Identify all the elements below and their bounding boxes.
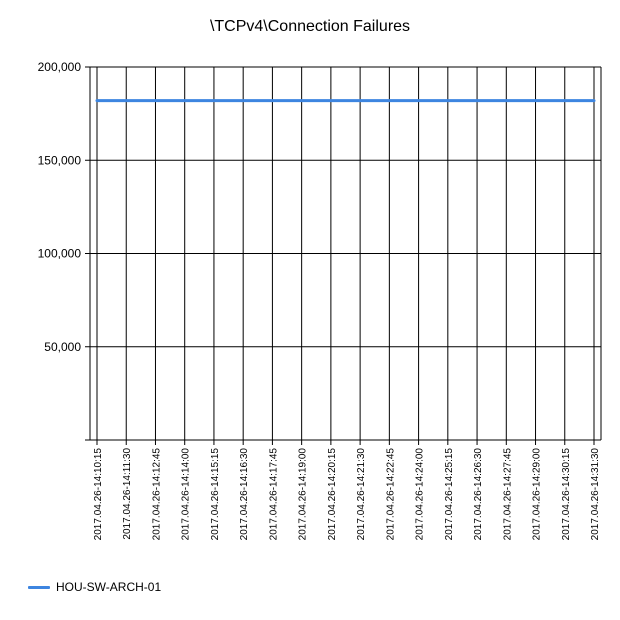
x-tick-label: 2017.04.26-14:19:00 xyxy=(298,448,309,541)
legend: HOU-SW-ARCH-01 xyxy=(28,580,161,594)
x-tick-label: 2017.04.26-14:15:15 xyxy=(210,448,221,541)
x-tick-label: 2017.04.26-14:29:00 xyxy=(532,448,543,541)
x-tick-label: 2017.04.26-14:14:00 xyxy=(181,448,192,541)
x-tick-label: 2017.04.26-14:31:30 xyxy=(590,448,601,541)
y-tick-label: 150,000 xyxy=(38,153,82,167)
y-tick-label: 100,000 xyxy=(38,247,82,261)
chart-title: \TCPv4\Connection Failures xyxy=(209,18,411,35)
x-tick-label: 2017.04.26-14:17:45 xyxy=(268,448,279,541)
x-tick-label: 2017.04.26-14:16:30 xyxy=(239,448,250,541)
x-tick-label: 2017.04.26-14:12:45 xyxy=(151,448,162,541)
x-tick-label: 2017.04.26-14:20:15 xyxy=(327,448,338,541)
x-tick-label: 2017.04.26-14:27:45 xyxy=(502,448,513,541)
x-tick-label: 2017.04.26-14:22:45 xyxy=(385,448,396,541)
x-tick-label: 2017.04.26-14:10:15 xyxy=(93,448,104,541)
x-tick-label: 2017.04.26-14:30:15 xyxy=(561,448,572,541)
legend-label: HOU-SW-ARCH-01 xyxy=(56,580,162,594)
x-tick-label: 2017.04.26-14:26:30 xyxy=(473,448,484,541)
x-tick-label: 2017.04.26-14:25:15 xyxy=(444,448,455,541)
x-tick-label: 2017.04.26-14:21:30 xyxy=(356,448,367,541)
legend-swatch xyxy=(28,585,50,589)
y-tick-label: 200,000 xyxy=(38,60,82,74)
x-tick-label: 2017.04.26-14:11:30 xyxy=(122,448,133,540)
y-tick-label: 50,000 xyxy=(44,340,81,354)
x-tick-label: 2017.04.26-14:24:00 xyxy=(415,448,426,541)
